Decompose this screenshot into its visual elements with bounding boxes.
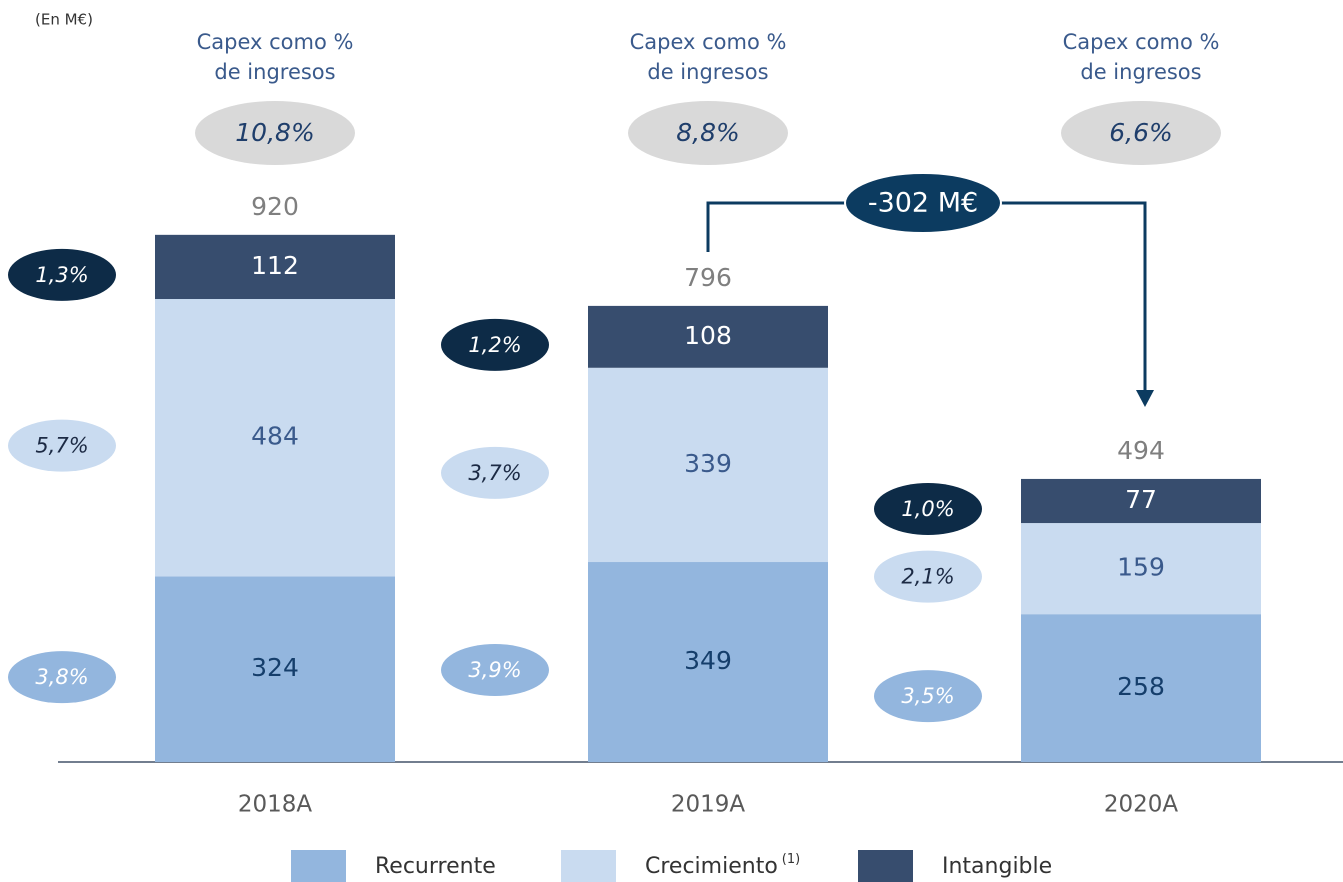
segment-label: 339 (684, 449, 732, 478)
bar-segment (1021, 478, 1261, 524)
bar-segment (155, 299, 395, 577)
total-label: 796 (684, 263, 732, 292)
unit-label: (En M€) (35, 11, 93, 29)
ratio-label: 8,8% (676, 118, 740, 147)
share-bubble (874, 550, 982, 603)
segment-label: 112 (251, 251, 299, 280)
ratio-title: de ingresos (214, 60, 335, 84)
segment-label: 324 (251, 653, 299, 682)
ratio-title: de ingresos (647, 60, 768, 84)
legend-swatch (561, 850, 616, 882)
share-label: 2,1% (901, 565, 954, 589)
annotation: -302 M€ (868, 188, 978, 219)
legend-name: Recurrente (375, 854, 496, 879)
arrow-head (1136, 390, 1154, 407)
legend-swatch (291, 850, 346, 882)
share-label: 3,7% (468, 461, 521, 485)
ratio-label: 10,8% (235, 118, 314, 147)
ratio-title: Capex como % (630, 30, 787, 54)
ratio-bubble (628, 101, 788, 165)
share-bubble (441, 318, 549, 371)
x-tick-label: 2020A (1104, 792, 1179, 818)
ratio-title: Capex como % (1063, 30, 1220, 54)
share-bubble (441, 446, 549, 499)
legend-name: Crecimiento (645, 854, 778, 879)
bar-segment (155, 576, 395, 762)
total-label: 920 (251, 192, 299, 221)
share-bubble (874, 670, 982, 723)
share-bubble (8, 651, 116, 704)
share-label: 3,5% (901, 684, 954, 708)
bar-segment (588, 562, 828, 762)
share-bubble (8, 419, 116, 472)
total-label: 494 (1117, 436, 1165, 465)
share-bubble (874, 482, 982, 535)
share-label: 1,2% (468, 333, 521, 357)
bar-segment (1021, 523, 1261, 615)
annotation-bubble (844, 172, 1002, 234)
bar-segment (588, 305, 828, 368)
ratio-title: Capex como % (197, 30, 354, 54)
bar-segment (1021, 614, 1261, 762)
legend-label: Intangible (942, 854, 1052, 879)
segment-label: 258 (1117, 672, 1165, 701)
x-tick-label: 2018A (238, 792, 313, 818)
share-label: 3,9% (468, 658, 521, 682)
bar-segment (155, 234, 395, 300)
ratio-bubble (1061, 101, 1221, 165)
segment-label: 159 (1117, 553, 1165, 582)
x-tick-label: 2019A (671, 792, 746, 818)
ratio-title: de ingresos (1080, 60, 1201, 84)
share-bubble (441, 644, 549, 697)
legend-footnote: (1) (782, 852, 800, 867)
segment-label: 77 (1125, 485, 1157, 514)
ratio-label: 6,6% (1109, 118, 1173, 147)
segment-label: 108 (684, 321, 732, 350)
legend-label: Crecimiento (1) (645, 852, 800, 880)
share-label: 5,7% (35, 434, 88, 458)
legend-swatch (858, 850, 913, 882)
segment-label: 484 (251, 422, 299, 451)
bar-segment (588, 367, 828, 563)
share-label: 3,8% (35, 665, 88, 689)
share-label: 1,3% (35, 263, 88, 287)
ratio-bubble (195, 101, 355, 165)
legend-name: Intangible (942, 854, 1052, 879)
share-label: 1,0% (901, 497, 954, 521)
legend-label: Recurrente (375, 854, 496, 879)
segment-label: 349 (684, 646, 732, 675)
share-bubble (8, 248, 116, 301)
